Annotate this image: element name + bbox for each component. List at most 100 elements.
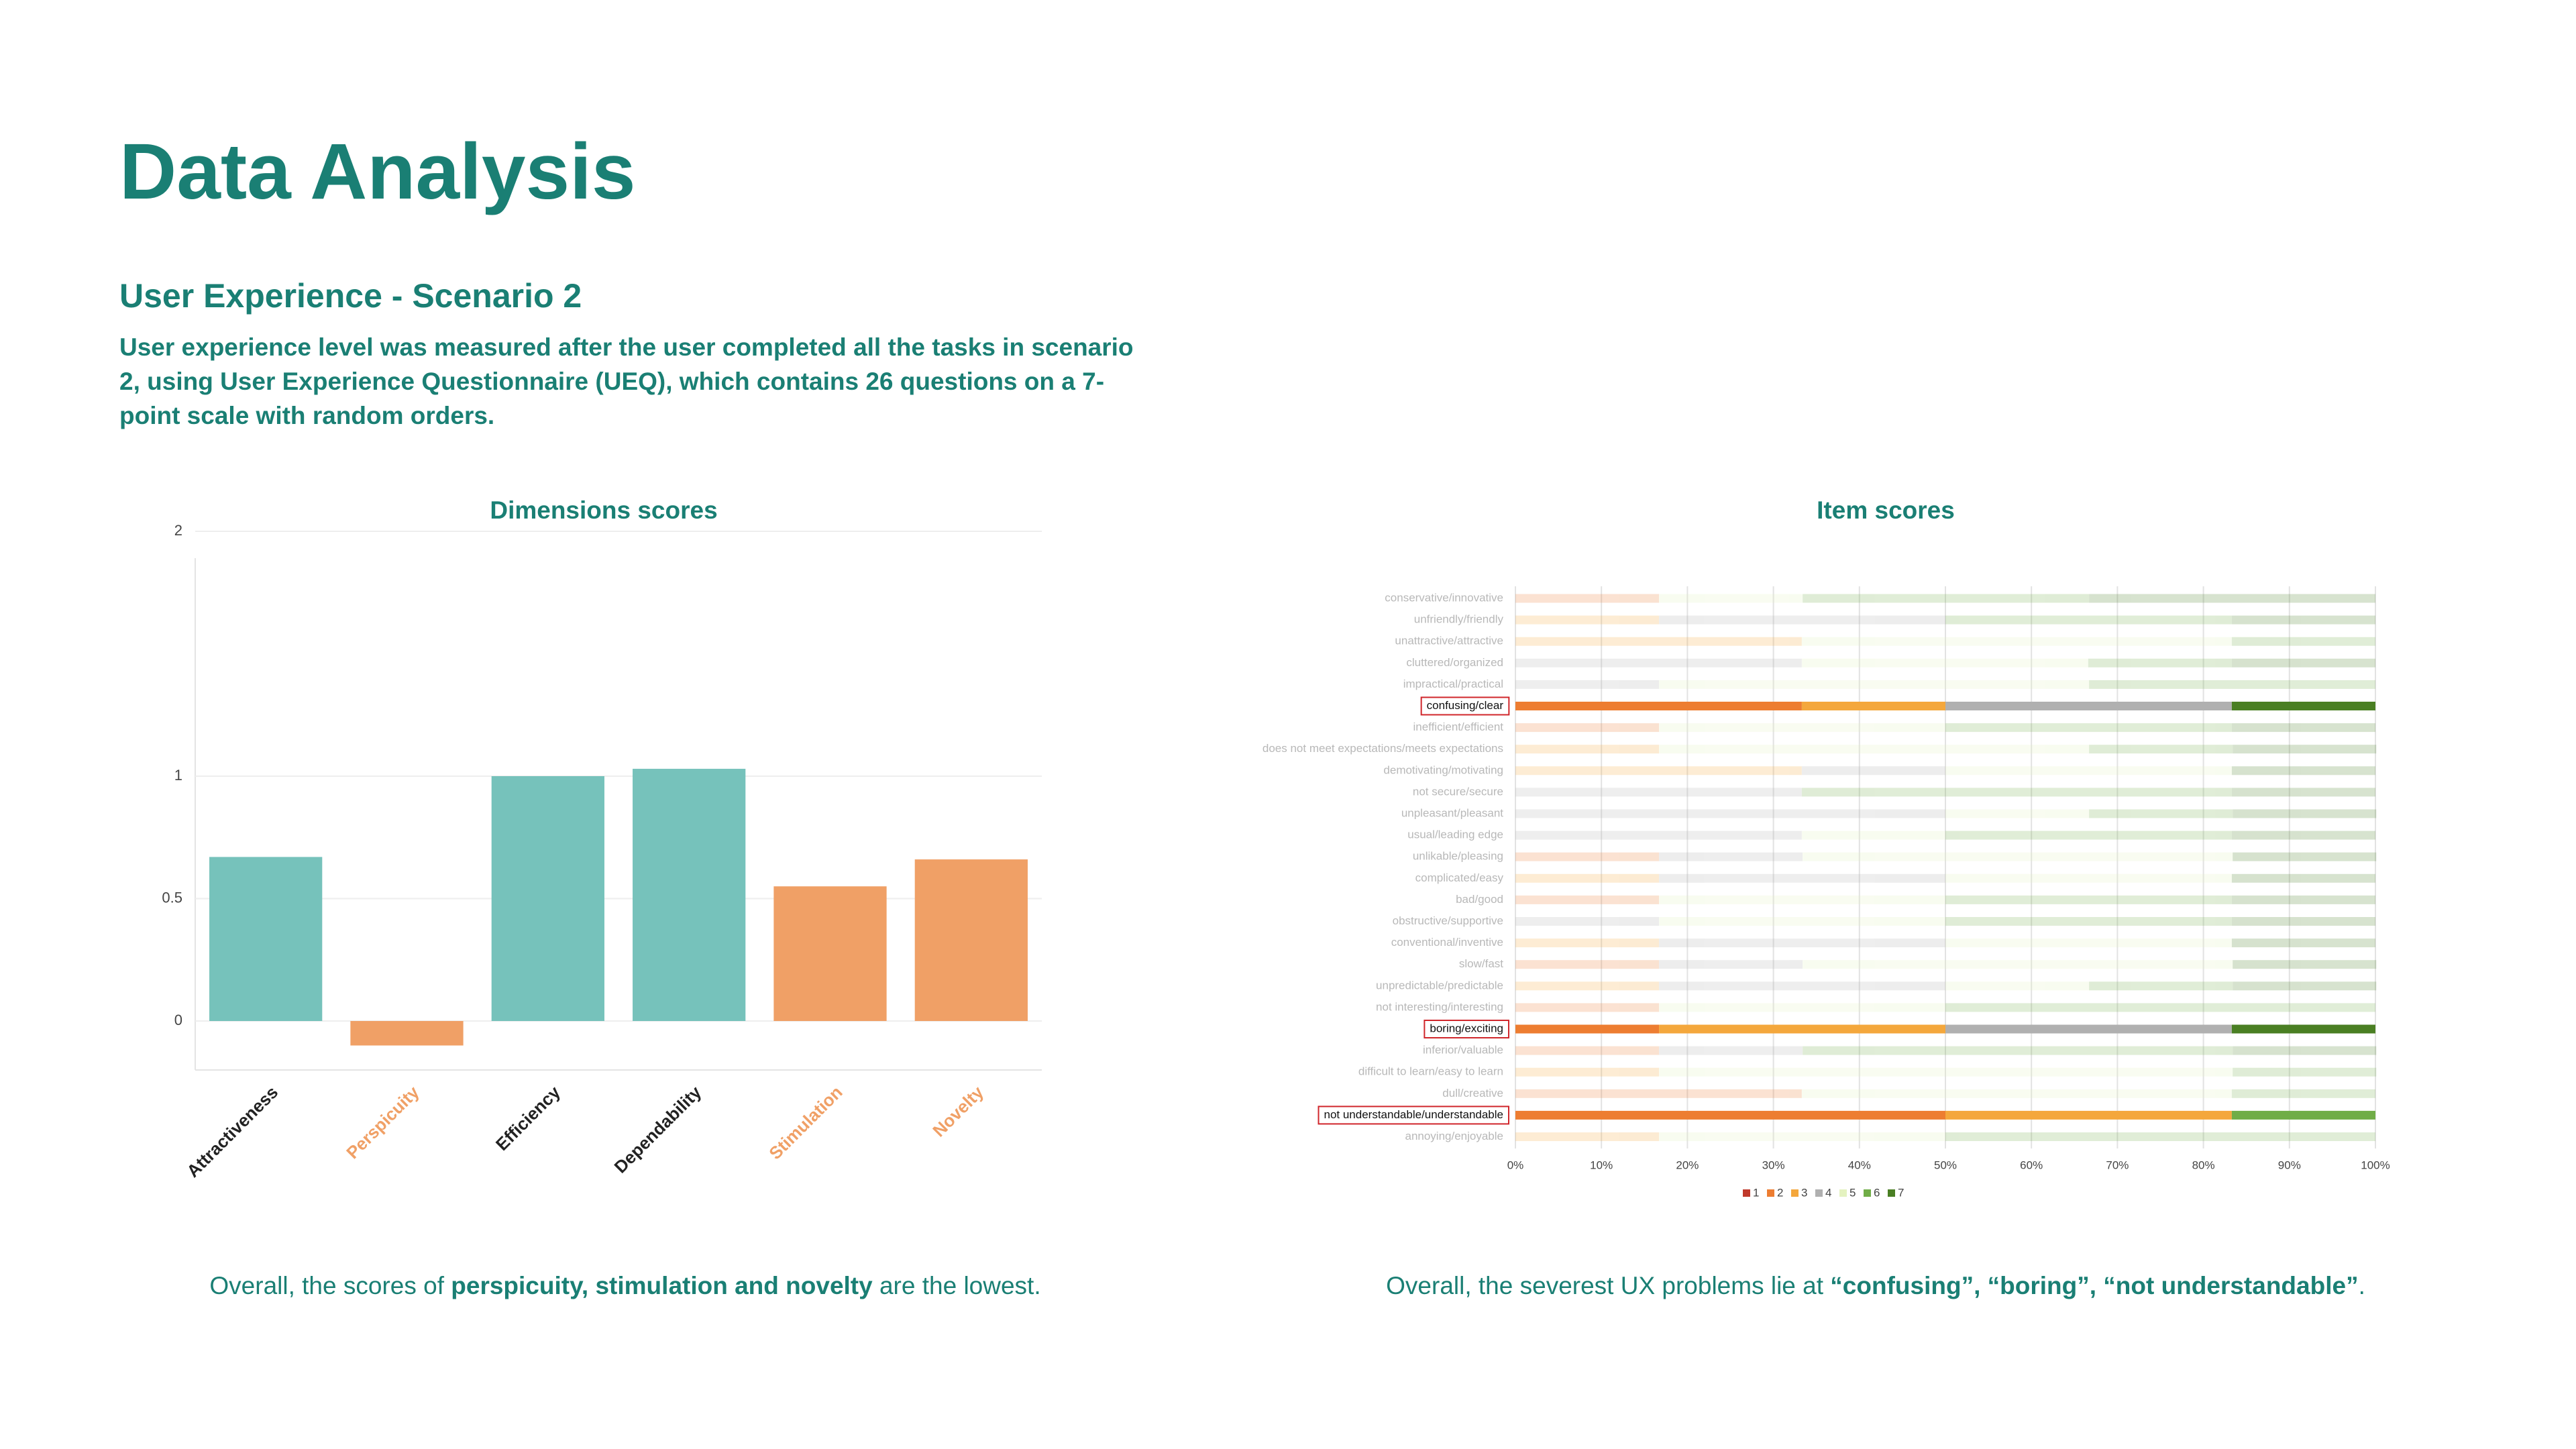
caption-text: Overall, the scores of <box>209 1272 451 1299</box>
x-tick-label: Efficiency <box>492 1082 564 1155</box>
bar-row <box>1515 1024 2375 1034</box>
bar-segment <box>1801 788 2232 797</box>
y-tick-label: unfriendly/friendly <box>1414 613 1504 626</box>
bar-segment <box>1515 1110 1945 1120</box>
bar-row <box>1515 830 2375 840</box>
y-tick-label: unpredictable/predictable <box>1376 979 1503 991</box>
y-tick-label: boring/exciting <box>1430 1022 1503 1034</box>
bar-segment <box>2231 723 2375 733</box>
bar-segment <box>1659 594 1803 603</box>
bar-row <box>1515 960 2377 969</box>
bar-segment <box>1515 1046 1660 1055</box>
bar-segment <box>2231 895 2375 904</box>
y-tick-label: not understandable/understandable <box>1324 1108 1504 1121</box>
bar-segment <box>2231 615 2375 625</box>
bar-row <box>1515 745 2377 754</box>
bar-row <box>1515 637 2375 646</box>
legend-swatch <box>1839 1189 1847 1197</box>
bar-segment <box>1945 1132 2375 1141</box>
bar-segment <box>1659 938 1945 948</box>
bar-segment <box>1659 680 2090 689</box>
bar-segment <box>1945 873 2232 883</box>
y-tick-label: 1 <box>174 767 182 784</box>
subtitle: User Experience - Scenario 2 <box>119 277 582 315</box>
bar-segment <box>1659 615 1945 625</box>
bar-segment <box>1945 917 2232 926</box>
legend-swatch <box>1767 1189 1774 1197</box>
bar-segment <box>1515 852 1660 861</box>
bar-segment <box>1515 1132 1660 1141</box>
bar <box>491 776 604 1021</box>
bar-segment <box>2089 745 2233 754</box>
charts: Dimensions scores 0 0.5 1 2 Attractiveness Per… <box>162 496 2390 1199</box>
bar-row <box>1515 615 2375 625</box>
x-tick-label: 80% <box>2192 1159 2215 1171</box>
legend-label: 7 <box>1898 1186 1904 1199</box>
bar-segment <box>2233 960 2377 969</box>
bar-row <box>1515 1003 2375 1012</box>
bar-segment <box>1515 637 1802 646</box>
x-tick-label: 50% <box>1934 1159 1957 1171</box>
legend-label: 2 <box>1777 1186 1783 1199</box>
y-tick-label: unlikable/pleasing <box>1413 850 1503 863</box>
x-tick-label: 30% <box>1762 1159 1785 1171</box>
bar-segment <box>1803 960 2233 969</box>
bar-segment <box>2231 702 2375 710</box>
y-tick-label: obstructive/supportive <box>1393 914 1503 927</box>
bar-segment <box>2231 1089 2375 1098</box>
bar-segment <box>1515 702 1802 710</box>
bar-segment <box>1515 615 1660 625</box>
y-tick-label: bad/good <box>1456 893 1503 906</box>
y-tick-label: 0.5 <box>162 889 182 906</box>
bar-segment <box>1659 1132 1945 1141</box>
y-tick-label: difficult to learn/easy to learn <box>1358 1065 1503 1078</box>
legend-swatch <box>1743 1189 1750 1197</box>
bar-segment <box>1515 1003 1660 1012</box>
bar-segment <box>2231 917 2375 926</box>
bar-segment <box>1659 917 1945 926</box>
legend-label: 5 <box>1849 1186 1856 1199</box>
bar-segment <box>1801 637 2232 646</box>
bar-segment <box>1515 680 1660 689</box>
bar-segment <box>1659 852 1803 861</box>
bar-segment <box>2231 637 2375 646</box>
bar-segment <box>2233 1046 2377 1055</box>
y-tick-label: complicated/easy <box>1415 871 1504 884</box>
bar-row <box>1515 852 2377 861</box>
bar-segment <box>1515 1089 1802 1098</box>
y-tick-label: conventional/inventive <box>1391 936 1503 949</box>
x-tick-label: 70% <box>2106 1159 2129 1171</box>
bar-row <box>1515 658 2375 667</box>
x-tick-label: 0% <box>1507 1159 1524 1171</box>
x-tick-label: Dependability <box>610 1082 706 1177</box>
bar-segment <box>1801 1089 2232 1098</box>
bar-row <box>1515 680 2375 689</box>
description: User experience level was measured after… <box>119 333 1134 429</box>
bar-segment <box>1515 788 1802 797</box>
x-tick-label: Perspicuity <box>342 1082 423 1163</box>
bar-segment <box>1945 702 2232 710</box>
bar-row <box>1515 1067 2377 1077</box>
bar-segment <box>1515 960 1660 969</box>
y-tick-label: unpleasant/pleasant <box>1401 806 1503 819</box>
bar-segment <box>2089 809 2233 818</box>
bar-segment <box>1515 1067 1660 1077</box>
legend-label: 1 <box>1753 1186 1759 1199</box>
bar-segment <box>1803 1046 2233 1055</box>
bar-row <box>1515 873 2375 883</box>
bar-segment <box>1515 745 1660 754</box>
legend-label: 4 <box>1825 1186 1831 1199</box>
bar-segment <box>1659 745 2090 754</box>
y-tick-label: demotivating/motivating <box>1383 763 1503 776</box>
bar-row <box>1515 809 2377 818</box>
bar-segment <box>1945 1024 2232 1034</box>
bar-segment <box>1803 594 2090 603</box>
y-tick-label: impractical/practical <box>1403 678 1503 690</box>
y-tick-label: usual/leading edge <box>1407 828 1503 841</box>
bar-segment <box>1945 1003 2375 1012</box>
bar-row <box>1515 766 2375 775</box>
bar-segment <box>1659 1046 1803 1055</box>
bar-segment <box>1515 895 1660 904</box>
y-tick-label: dull/creative <box>1442 1087 1503 1099</box>
